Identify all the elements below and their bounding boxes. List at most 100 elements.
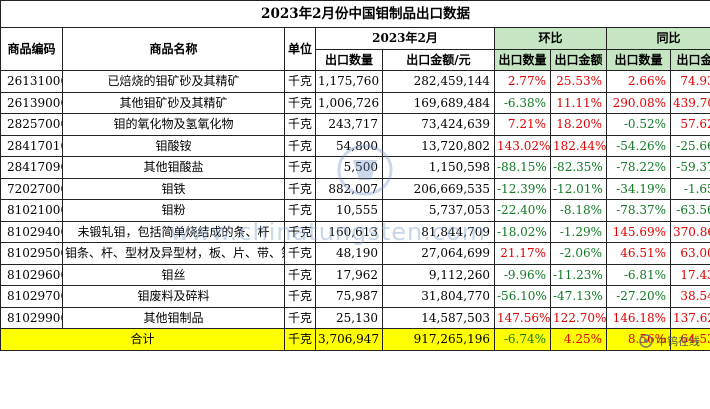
cell-yoy-qty: -54.26%: [606, 134, 671, 157]
cell-mom-qty: -6.38%: [494, 91, 551, 114]
cell-yoy-qty: 46.51%: [606, 242, 671, 265]
cell-mom-qty: 143.02%: [494, 134, 551, 157]
header-mom: 环比: [494, 27, 607, 50]
table-title: 2023年2月份中国钼制品出口数据: [0, 0, 710, 28]
cell-qty: 17,962: [315, 263, 383, 286]
cell-unit: 千克: [284, 263, 316, 286]
table-row: 72027000 钼铁 千克 882,007 206,669,535 -12.39% -12…: [0, 177, 710, 200]
cell-yoy-amt: 370.86%: [669, 220, 710, 243]
footer-brand: 中钨在线: [639, 333, 700, 349]
cell-qty: 54,800: [315, 134, 383, 157]
cell-qty: 882,007: [315, 177, 383, 200]
cell-qty: 1,006,726: [315, 91, 383, 114]
table-row: 81029600 钼丝 千克 17,962 9,112,260 -9.96% -11.23%…: [0, 263, 710, 286]
cell-mom-qty: 21.17%: [494, 242, 551, 265]
header-mom-qty: 出口数量: [494, 48, 551, 71]
footer-brand-text: 中钨在线: [656, 334, 700, 348]
cell-qty: 1,175,760: [315, 70, 383, 93]
header-unit: 单位: [284, 27, 316, 71]
cell-name: 其他钼矿砂及其精矿: [62, 91, 285, 114]
export-data-sheet: 2023年2月份中国钼制品出口数据 商品编码 商品名称 单位 2023年2月 环…: [0, 0, 710, 351]
cell-amount: 31,804,770: [382, 285, 495, 308]
header-name: 商品名称: [62, 27, 285, 71]
cell-yoy-amt: 38.54%: [669, 285, 710, 308]
cell-code: 28417010: [0, 134, 63, 157]
cell-yoy-amt: 74.93%: [669, 70, 710, 93]
cell-yoy-qty: 145.69%: [606, 220, 671, 243]
cell-yoy-amt: -63.56%: [669, 199, 710, 222]
header-month: 2023年2月: [315, 27, 495, 50]
cell-unit: 千克: [284, 134, 316, 157]
cell-unit: 千克: [284, 91, 316, 114]
table-row: 81029700 钼废料及碎料 千克 75,987 31,804,770 -56.10% -…: [0, 285, 710, 308]
cell-amount: 14,587,503: [382, 306, 495, 329]
cell-yoy-qty: 146.18%: [606, 306, 671, 329]
table-row: 81029400 未锻轧钼，包括简单烧结成的条、杆 千克 160,613 81,844,…: [0, 220, 710, 243]
cell-code: 81029400: [0, 220, 63, 243]
header-yoy-qty: 出口数量: [606, 48, 671, 71]
cell-name: 钼丝: [62, 263, 285, 286]
table-row: 81029900 其他钼制品 千克 25,130 14,587,503 147.56% 12…: [0, 306, 710, 329]
cell-name: 合计: [0, 328, 285, 351]
cell-mom-qty: 147.56%: [494, 306, 551, 329]
cell-mom-qty: -12.39%: [494, 177, 551, 200]
cell-yoy-amt: 137.62%: [669, 306, 710, 329]
cell-yoy-qty: -78.37%: [606, 199, 671, 222]
cell-code: 81029500: [0, 242, 63, 265]
cell-qty: 25,130: [315, 306, 383, 329]
header-qty: 出口数量: [315, 48, 383, 71]
cell-qty: 48,190: [315, 242, 383, 265]
total-row: 合计千克3,706,947917,265,196-6.74%4.25%8.56%…: [0, 328, 710, 351]
cell-name: 其他钼制品: [62, 306, 285, 329]
cell-yoy-amt: 57.62%: [669, 113, 710, 136]
cell-mom-amt: -12.01%: [550, 177, 607, 200]
cell-mom-qty: 7.21%: [494, 113, 551, 136]
table-row: 26139000 其他钼矿砂及其精矿 千克 1,006,726 169,689,484-…: [0, 91, 710, 114]
cell-amount: 282,459,144: [382, 70, 495, 93]
cell-amount: 13,720,802: [382, 134, 495, 157]
cell-yoy-amt: 439.70%: [669, 91, 710, 114]
header-amount: 出口金额/元: [382, 48, 495, 71]
table-body: 26131000 已焙烧的钼矿砂及其精矿 千克 1,175,760 282,459,14…: [0, 70, 710, 351]
cell-mom-amt: 182.44%: [550, 134, 607, 157]
watermark-url: www.chinatungsten.com: [170, 218, 487, 246]
cell-code: 28257000: [0, 113, 63, 136]
cell-name: 钼铁: [62, 177, 285, 200]
cell-mom-qty: -22.40%: [494, 199, 551, 222]
cell-qty: 3,706,947: [315, 328, 383, 351]
cell-mom-qty: -56.10%: [494, 285, 551, 308]
cell-mom-amt: -82.35%: [550, 156, 607, 179]
cell-code: 72027000: [0, 177, 63, 200]
cell-yoy-qty: 2.66%: [606, 70, 671, 93]
cell-mom-qty: -88.15%: [494, 156, 551, 179]
cell-code: 28417090: [0, 156, 63, 179]
cell-mom-amt: -2.06%: [550, 242, 607, 265]
cell-mom-amt: 25.53%: [550, 70, 607, 93]
cell-yoy-amt: 64.53%: [669, 328, 710, 351]
header-mom-amount: 出口金额: [550, 48, 607, 71]
cell-code: 81021000: [0, 199, 63, 222]
cell-yoy-amt: -25.66%: [669, 134, 710, 157]
cell-yoy-amt: -59.37%: [669, 156, 710, 179]
table-row: 26131000 已焙烧的钼矿砂及其精矿 千克 1,175,760 282,459,14…: [0, 70, 710, 93]
cell-mom-amt: 4.25%: [550, 328, 607, 351]
cell-unit: 千克: [284, 306, 316, 329]
header-yoy-amount: 出口金额: [669, 48, 710, 71]
cell-yoy-qty: -78.22%: [606, 156, 671, 179]
cell-code: 81029700: [0, 285, 63, 308]
cell-mom-qty: -18.02%: [494, 220, 551, 243]
cell-yoy-qty: -6.81%: [606, 263, 671, 286]
cell-yoy-qty: -0.52%: [606, 113, 671, 136]
header-code: 商品编码: [0, 27, 63, 71]
cell-code: 26139000: [0, 91, 63, 114]
cell-amount: 1,150,598: [382, 156, 495, 179]
cell-mom-qty: 2.77%: [494, 70, 551, 93]
cell-unit: 千克: [284, 70, 316, 93]
cell-amount: 9,112,260: [382, 263, 495, 286]
cell-unit: 千克: [284, 328, 316, 351]
table-row: 28417090其他钼酸盐千克5,5001,150,598-88.15%-82.…: [0, 156, 710, 179]
cell-name: 钼的氧化物及氢氧化物: [62, 113, 285, 136]
cell-code: 81029600: [0, 263, 63, 286]
table-row: 28257000 钼的氧化物及氢氧化物 千克 243,717 73,424,639 7.2…: [0, 113, 710, 136]
cell-code: 81029900: [0, 306, 63, 329]
